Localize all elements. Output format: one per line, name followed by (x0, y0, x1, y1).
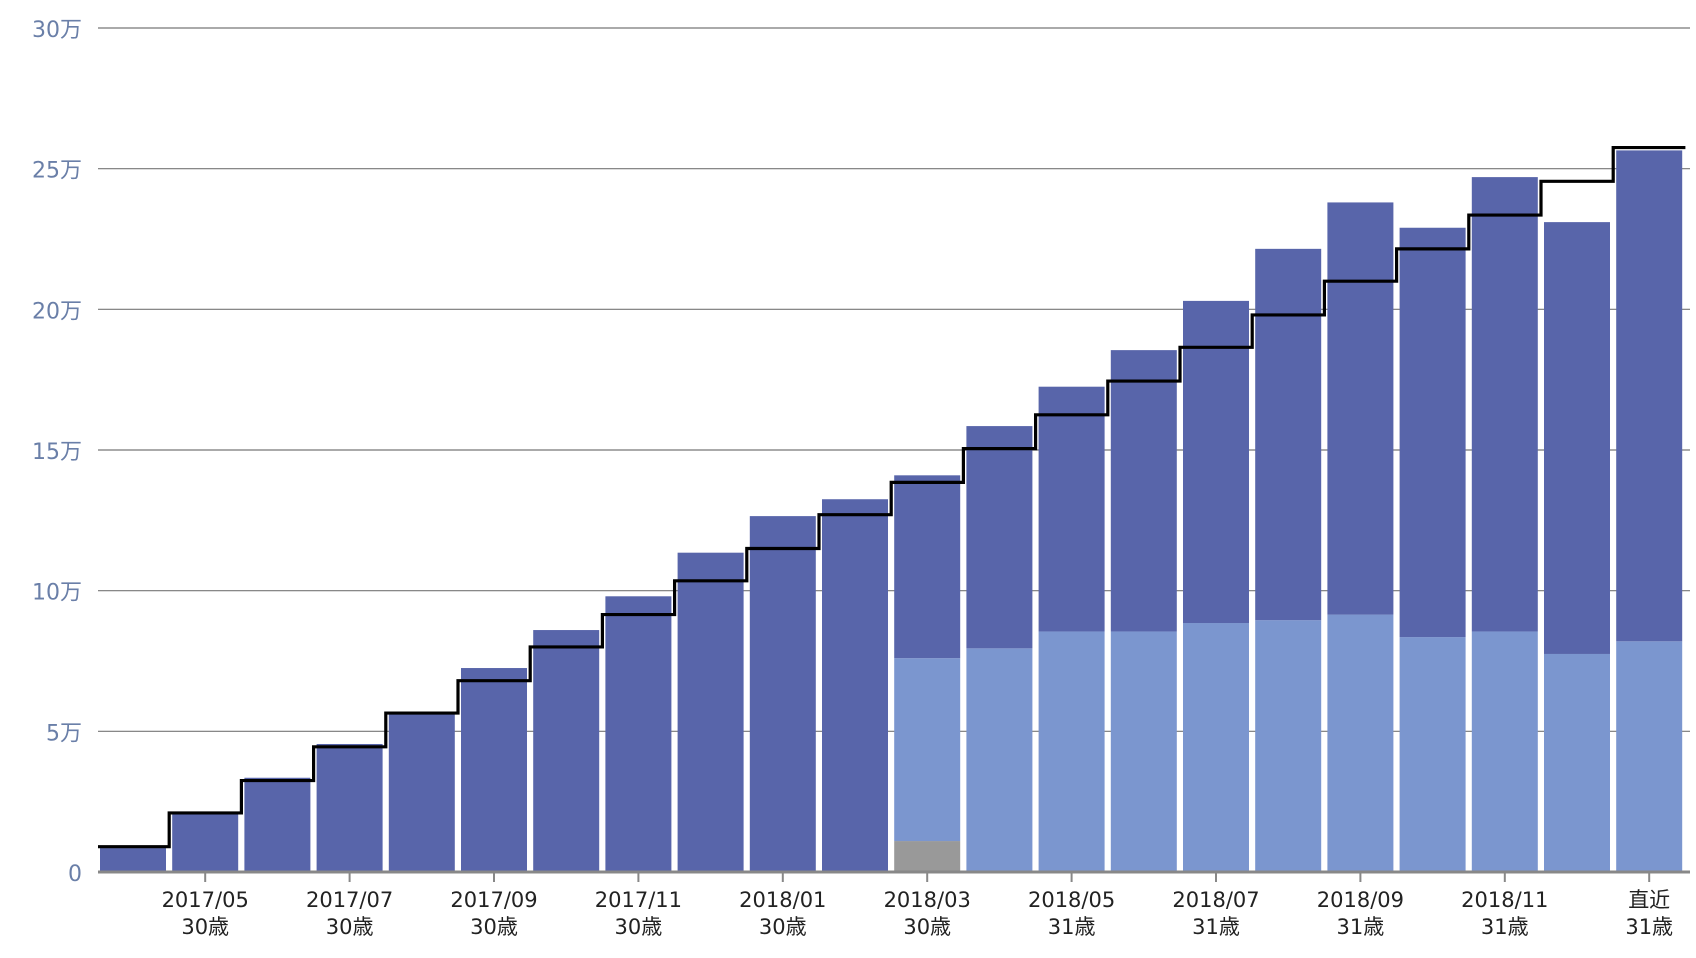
x-tick-label-date: 2017/05 (162, 888, 249, 912)
bar-segment-dark (316, 743, 383, 872)
bar-segment-light (1544, 653, 1610, 872)
bar-segment-light (1183, 623, 1249, 872)
x-tick-label-age: 30歳 (759, 915, 807, 939)
bar-segment-dark (749, 516, 816, 872)
bar-segment-dark (894, 475, 961, 659)
x-tick-label-date: 直近 (1628, 888, 1670, 912)
bar-segment-dark (1110, 350, 1177, 632)
bar-segment-light (1616, 641, 1683, 872)
bar-segment-dark (172, 812, 239, 872)
bar-segment-light (1399, 637, 1466, 872)
bar-segment-dark (822, 499, 888, 872)
bar-segment-dark (1327, 202, 1394, 615)
x-tick-label-date: 2018/03 (884, 888, 971, 912)
x-tick-label-date: 2018/07 (1172, 888, 1259, 912)
x-tick-label-date: 2017/09 (450, 888, 537, 912)
x-tick-label-age: 31歳 (1337, 915, 1385, 939)
x-tick-label-age: 30歳 (903, 915, 951, 939)
bar-segment-gray (894, 841, 961, 872)
y-tick-label: 15万 (32, 440, 82, 465)
bar-segment-dark (100, 848, 166, 872)
bar-segment-light (894, 658, 961, 842)
bar-segment-light (1255, 620, 1322, 872)
bar-segment-dark (461, 668, 527, 872)
bar-segment-light (1110, 631, 1177, 872)
bar-segment-dark (533, 630, 600, 872)
y-tick-label: 25万 (32, 159, 82, 184)
x-tick-label-date: 2018/01 (739, 888, 826, 912)
x-tick-label-date: 2018/11 (1461, 888, 1548, 912)
y-tick-label: 30万 (32, 18, 82, 43)
y-tick-label: 20万 (32, 299, 82, 324)
step-line (98, 145, 1686, 849)
bar-segment-dark (1038, 386, 1105, 632)
bar-segment-light (966, 648, 1033, 872)
bar-segment-light (1038, 631, 1105, 872)
y-tick-label: 10万 (32, 581, 82, 606)
bar-segment-dark (605, 596, 672, 872)
x-tick-label-age: 30歳 (326, 915, 374, 939)
bar-segment-light (1327, 614, 1394, 872)
bar-segment-dark (1471, 177, 1538, 632)
bar-segment-dark (1616, 150, 1683, 642)
x-tick-label-date: 2018/05 (1028, 888, 1115, 912)
step-line-path (98, 145, 1686, 849)
x-tick-label-age: 31歳 (1048, 915, 1096, 939)
bar-segment-dark (1255, 248, 1322, 621)
y-axis-ticks: 0 5万 10万 15万 20万 25万 30万 (32, 18, 82, 887)
y-tick-label: 5万 (46, 721, 82, 746)
bars (100, 150, 1683, 872)
x-axis-ticks: 2017/05 30歳 2017/07 30歳 2017/09 30歳 2017/11 30歳… (162, 872, 1673, 939)
x-tick-label-date: 2017/11 (595, 888, 682, 912)
bar-segment-dark (966, 426, 1033, 649)
x-tick-label-age: 30歳 (470, 915, 518, 939)
bar-segment-dark (388, 713, 455, 872)
bar-segment-dark (677, 552, 744, 872)
x-tick-label-age: 31歳 (1481, 915, 1529, 939)
bar-segment-dark (244, 777, 311, 872)
bar-segment-dark (1183, 300, 1249, 624)
bar-segment-dark (1544, 222, 1610, 654)
x-tick-label-age: 30歳 (181, 915, 229, 939)
x-tick-label-date: 2018/09 (1317, 888, 1404, 912)
y-tick-label: 0 (68, 862, 82, 887)
bar-segment-light (1471, 631, 1538, 872)
x-tick-label-age: 31歳 (1625, 915, 1673, 939)
x-tick-label-age: 30歳 (615, 915, 663, 939)
x-tick-label-age: 31歳 (1192, 915, 1240, 939)
bar-segment-dark (1399, 227, 1466, 638)
x-tick-label-date: 2017/07 (306, 888, 393, 912)
